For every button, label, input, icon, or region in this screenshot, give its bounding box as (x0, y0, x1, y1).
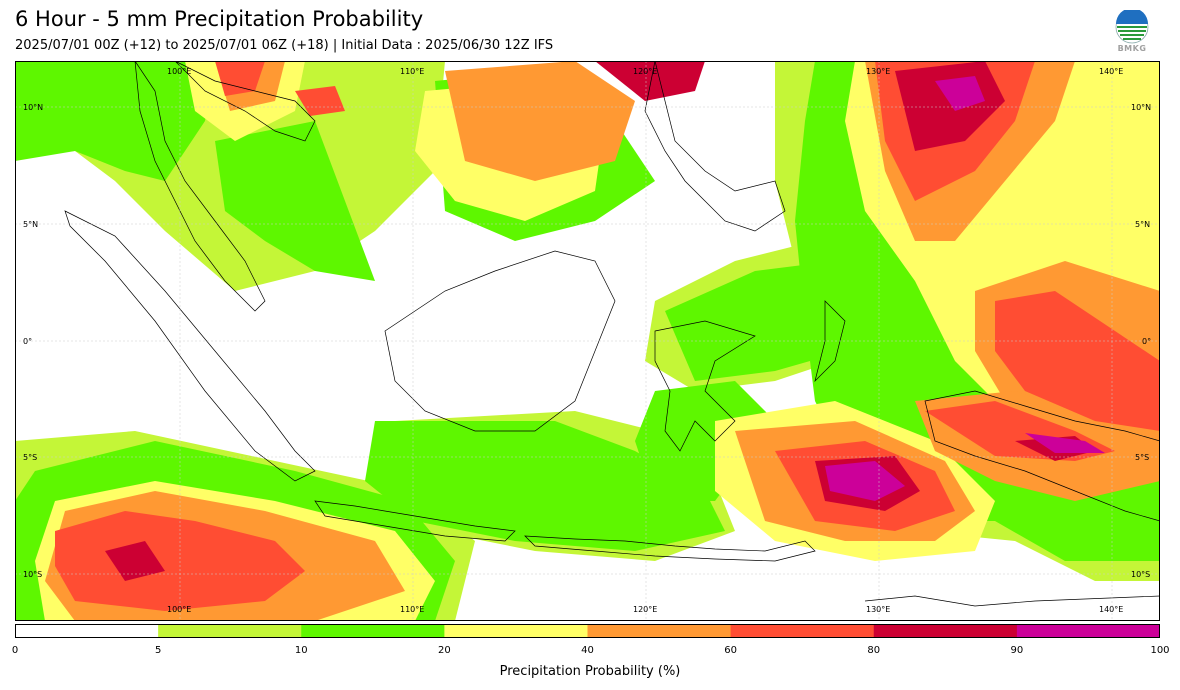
colorbar-label: Precipitation Probability (%) (499, 664, 681, 679)
colorbar-tick-5: 5 (154, 645, 162, 656)
lon-label-top-3: 120°E (633, 67, 657, 76)
lat-label-right-2: 5°N (1135, 220, 1150, 229)
lon-label-top-5: 140°E (1099, 67, 1123, 76)
sumatra-coast (64, 210, 316, 482)
colorbar-segment-80-90 (873, 624, 1018, 638)
lat-label-left-2: 5°N (23, 220, 38, 229)
coastlines (64, 61, 1160, 607)
australia-coast (864, 595, 1160, 607)
bmkg-logo-icon (1115, 10, 1149, 44)
colorbar-tick-60: 60 (724, 645, 737, 656)
java-coast (314, 500, 516, 542)
halmahera-coast (814, 300, 846, 383)
precipitation-map[interactable]: 100°E 110°E 120°E 130°E 140°E 100°E 110°… (15, 61, 1160, 621)
indochina-coast (174, 61, 316, 142)
philippines-coast (644, 61, 786, 232)
lon-label-top-1: 100°E (167, 67, 191, 76)
lat-label-left-1: 10°N (23, 103, 43, 112)
colorbar-tick-90: 90 (1010, 645, 1024, 656)
lat-label-right-1: 10°N (1131, 103, 1151, 112)
colorbar-tick-10: 10 (294, 645, 308, 656)
lat-label-left-4: 5°S (23, 453, 37, 462)
sulawesi-coast (654, 320, 756, 452)
lat-label-left-3: 0° (23, 337, 32, 346)
map-frame (15, 61, 1160, 621)
graticule (15, 61, 1160, 621)
colorbar-frame (15, 624, 1160, 638)
lat-label-right-5: 10°S (1131, 570, 1150, 579)
lon-label-bottom-1: 100°E (167, 605, 191, 614)
colorbar-segment-90-100 (1016, 624, 1160, 638)
colorbar-tick-40: 40 (581, 645, 594, 656)
colorbar-segment-0-5 (15, 624, 159, 638)
prob-band-90-100 (825, 76, 1105, 501)
colorbar-segment-60-80 (730, 624, 875, 638)
colorbar-segment-20-40 (444, 624, 589, 638)
colorbar-tick-0: 0 (11, 645, 19, 656)
logo-text: BMKG (1117, 44, 1147, 53)
lon-label-bottom-3: 120°E (633, 605, 657, 614)
colorbar-segment-40-60 (587, 624, 732, 638)
lon-label-top-4: 130°E (866, 67, 890, 76)
lon-label-top-2: 110°E (400, 67, 424, 76)
lesser-sunda-coast (524, 535, 816, 562)
map-title: 6 Hour - 5 mm Precipitation Probability (15, 7, 424, 31)
new-guinea-coast (924, 390, 1160, 522)
colorbar-segment-5-10 (158, 624, 302, 638)
colorbar-tick-80: 80 (867, 645, 881, 656)
lon-label-bottom-4: 130°E (866, 605, 890, 614)
lon-label-bottom-5: 140°E (1099, 605, 1123, 614)
borneo-coast (384, 250, 616, 432)
colorbar-tick-20: 20 (438, 645, 451, 656)
lat-label-left-5: 10°S (23, 570, 42, 579)
lat-label-right-3: 0° (1142, 337, 1151, 346)
colorbar-tick-100: 100 (1150, 645, 1170, 656)
map-subtitle: 2025/07/01 00Z (+12) to 2025/07/01 06Z (… (15, 38, 554, 53)
colorbar-segment-10-20 (301, 624, 445, 638)
lat-label-right-4: 5°S (1135, 453, 1149, 462)
colorbar (15, 624, 1160, 638)
lon-label-bottom-2: 110°E (400, 605, 424, 614)
malay-peninsula-coast (134, 61, 266, 312)
